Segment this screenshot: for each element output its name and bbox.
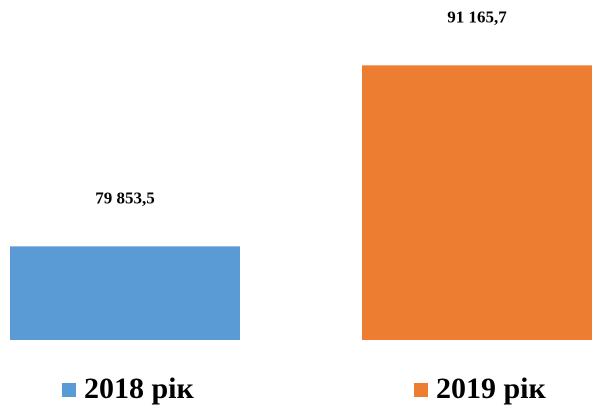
legend-swatch: [62, 383, 76, 397]
bar: [10, 246, 240, 340]
legend-label: 2019 рік: [436, 372, 547, 405]
value-label: 79 853,5: [95, 188, 155, 207]
legend-label: 2018 рік: [84, 372, 195, 405]
legend-swatch: [414, 383, 428, 397]
value-label: 91 165,7: [447, 7, 507, 26]
bar: [362, 65, 592, 340]
